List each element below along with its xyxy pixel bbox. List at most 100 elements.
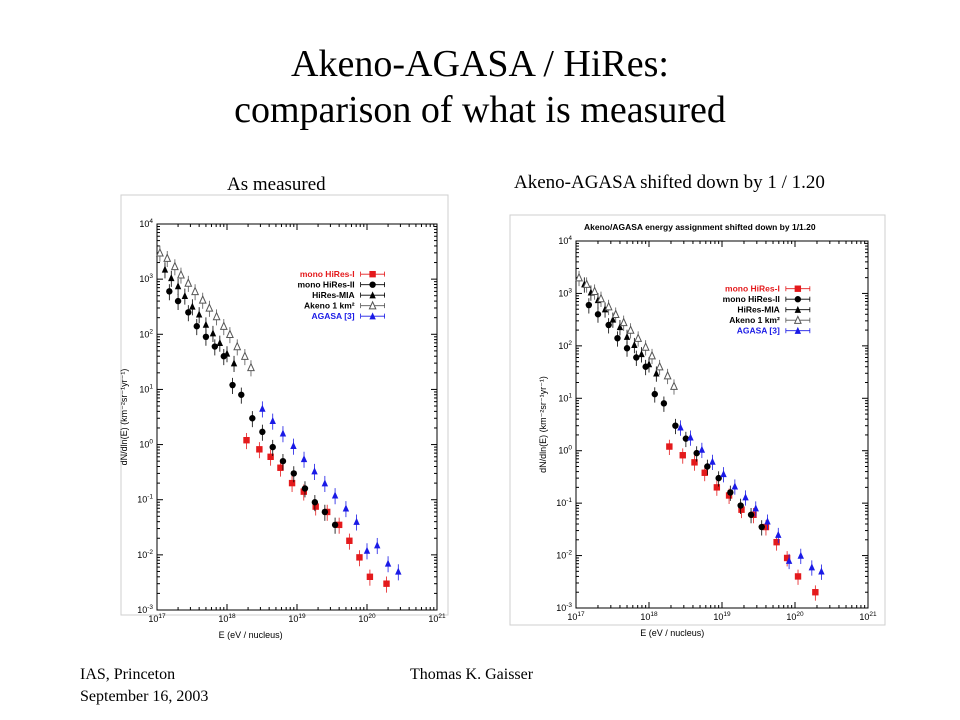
- legend-marker: [794, 296, 802, 303]
- data-point: [651, 390, 658, 398]
- x-tick-label: 1021: [428, 613, 446, 624]
- data-point: [747, 511, 755, 518]
- data-point: [648, 350, 657, 360]
- data-point: [737, 502, 744, 509]
- data-point: [181, 291, 189, 299]
- data-point: [163, 253, 172, 262]
- legend-label: HiRes-MIA: [312, 290, 355, 300]
- data-point: [331, 491, 339, 499]
- data-point: [634, 333, 643, 342]
- y-tick-label: 100: [558, 445, 572, 456]
- data-point: [775, 530, 782, 538]
- data-point: [256, 446, 263, 453]
- data-point: [335, 521, 343, 529]
- series-agasa-3-: [259, 401, 402, 581]
- legend-marker: [369, 291, 376, 299]
- y-tick-label: 102: [139, 328, 153, 339]
- legend-label: AGASA [3]: [311, 311, 354, 321]
- footer-venue-line-2: September 16, 2003: [80, 688, 209, 705]
- series-akeno-1-km-: [155, 245, 255, 377]
- data-point: [638, 350, 645, 358]
- data-point: [279, 457, 287, 465]
- x-tick-label: 1020: [786, 611, 804, 622]
- data-point: [374, 541, 381, 549]
- x-tick-label: 1018: [640, 611, 658, 622]
- data-point: [597, 293, 605, 303]
- data-point: [209, 329, 217, 337]
- data-point: [704, 463, 711, 470]
- data-point: [321, 479, 329, 487]
- data-point: [353, 517, 360, 525]
- data-point: [230, 359, 238, 367]
- data-point: [623, 345, 631, 352]
- data-point: [575, 272, 584, 282]
- x-tick-label: 1019: [713, 611, 731, 622]
- data-point: [384, 559, 392, 567]
- x-tick-label: 1021: [859, 611, 877, 622]
- data-point: [609, 315, 617, 323]
- data-point: [660, 400, 668, 407]
- legend-marker: [793, 315, 802, 324]
- legend-marker: [369, 281, 376, 288]
- data-point: [720, 470, 727, 478]
- data-point: [288, 479, 296, 487]
- chart-shifted: Akeno/AGASA energy assignment shifted do…: [509, 214, 886, 638]
- data-point: [174, 282, 182, 290]
- x-axis-label: E (eV / nucleus): [640, 628, 704, 638]
- slide-title-line-2: comparison of what is measured: [234, 89, 726, 131]
- legend-marker: [794, 285, 802, 292]
- data-point: [202, 320, 210, 328]
- data-point: [709, 457, 716, 465]
- data-point: [185, 309, 192, 316]
- data-point: [249, 415, 256, 422]
- legend-label: mono HiRes-II: [723, 294, 780, 304]
- right-chart-caption: Akeno-AGASA shifted down by 1 / 1.20: [514, 172, 825, 193]
- data-point: [604, 301, 613, 311]
- data-point: [240, 351, 249, 360]
- data-point: [601, 305, 609, 313]
- data-point: [395, 567, 402, 575]
- data-point: [701, 469, 708, 476]
- legend-marker: [369, 312, 376, 320]
- x-tick-label: 1017: [148, 613, 166, 624]
- footer-author: Thomas K. Gaisser: [410, 666, 534, 683]
- data-point: [174, 297, 182, 305]
- data-point: [611, 309, 620, 318]
- data-point: [764, 517, 771, 525]
- legend-marker: [794, 305, 802, 313]
- data-point: [267, 453, 274, 461]
- data-point: [246, 362, 255, 372]
- data-point: [193, 323, 200, 330]
- legend-label: HiRes-MIA: [737, 305, 780, 315]
- data-point: [758, 523, 765, 531]
- series-agasa-3-: [677, 420, 825, 580]
- data-point: [590, 286, 599, 295]
- legend-marker: [368, 300, 377, 310]
- y-tick-label: 103: [139, 273, 153, 284]
- y-tick-label: 10-3: [137, 604, 153, 615]
- left-chart-caption: As measured: [227, 174, 326, 195]
- data-point: [211, 343, 219, 350]
- data-point: [655, 361, 664, 371]
- data-point: [223, 349, 231, 357]
- data-point: [645, 360, 653, 368]
- data-point: [205, 302, 214, 312]
- y-tick-label: 101: [558, 392, 572, 403]
- data-point: [290, 470, 297, 477]
- y-tick-label: 10-1: [137, 494, 153, 505]
- figure-frame: [120, 194, 449, 616]
- data-point: [626, 325, 635, 334]
- data-point: [785, 556, 793, 564]
- x-tick-label: 1017: [567, 611, 585, 622]
- data-point: [682, 435, 690, 442]
- figure-frame: [509, 214, 886, 626]
- data-point: [259, 428, 266, 436]
- data-point: [189, 302, 196, 310]
- data-point: [783, 554, 791, 562]
- data-point: [693, 449, 700, 457]
- data-point: [321, 508, 329, 516]
- x-tick-label: 1020: [358, 613, 376, 624]
- data-point: [687, 433, 694, 441]
